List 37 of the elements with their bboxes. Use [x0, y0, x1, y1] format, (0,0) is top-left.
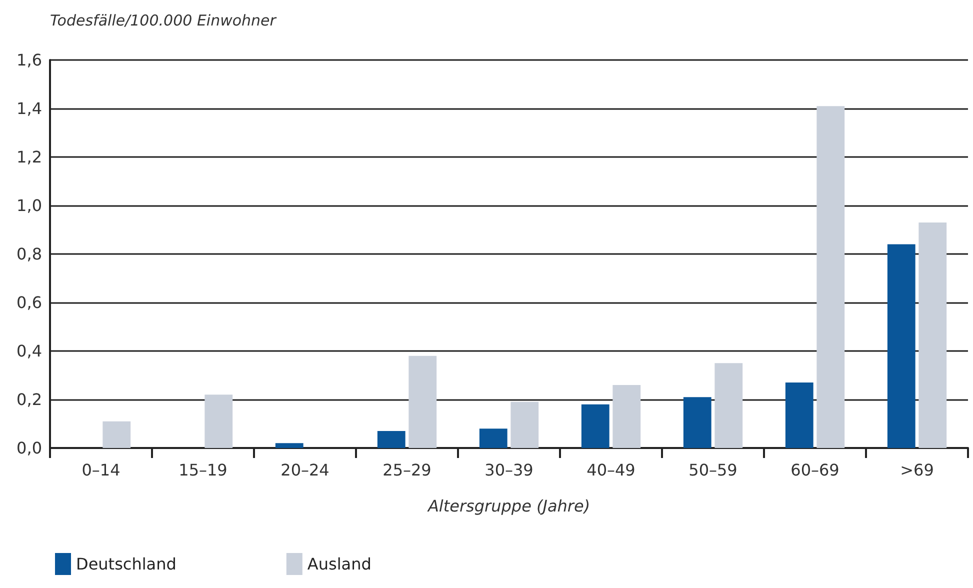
y-axis-title: Todesfälle/100.000 Einwohner: [50, 12, 277, 30]
y-tick-label: 0,4: [16, 342, 42, 360]
x-tick-label: 60–69: [790, 460, 840, 480]
bar: [785, 382, 814, 448]
bar: [887, 244, 916, 448]
y-tick-label: 1,0: [16, 196, 42, 215]
bar: [683, 397, 712, 448]
bar: [479, 428, 508, 448]
bar: [377, 431, 406, 448]
y-tick-label: 0,8: [16, 244, 42, 264]
y-tick-label: 0,0: [16, 438, 42, 458]
y-tick-label: 1,4: [16, 99, 42, 118]
y-tick-label: 0,2: [16, 390, 42, 409]
x-tick-label: 25–29: [382, 460, 432, 480]
bar: [581, 404, 610, 448]
bar: [102, 421, 131, 448]
bar: [816, 106, 845, 448]
x-tick-label: 15–19: [178, 460, 228, 480]
x-axis-title: Altersgruppe (Jahre): [426, 496, 590, 516]
bar: [408, 356, 437, 448]
x-tick-label: 0–14: [82, 460, 120, 480]
x-tick-label: 30–39: [484, 460, 534, 480]
x-tick-label: 50–59: [688, 460, 738, 480]
legend-label: Deutschland: [76, 554, 176, 574]
bar: [918, 222, 947, 448]
bar: [714, 363, 743, 448]
y-tick-label: 1,2: [16, 148, 42, 166]
y-tick-label: 0,6: [16, 293, 42, 312]
bar: [275, 443, 304, 448]
x-tick-label: 20–24: [280, 460, 330, 480]
bar: [510, 402, 539, 448]
x-tick-label: >69: [900, 460, 934, 480]
bar: [204, 394, 233, 448]
x-tick-label: 40–49: [586, 460, 636, 480]
bar: [612, 384, 641, 448]
legend-label: Ausland: [307, 554, 372, 574]
y-tick-label: 1,6: [16, 50, 42, 70]
